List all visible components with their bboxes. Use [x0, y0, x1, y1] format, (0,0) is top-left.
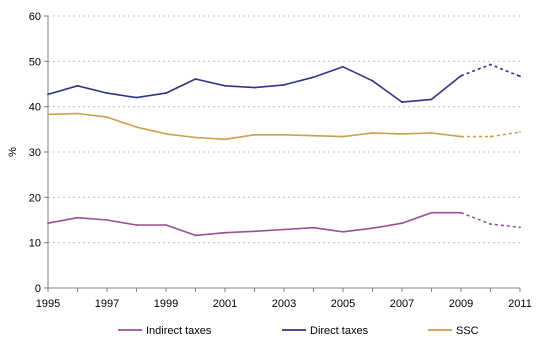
series-projection-1 — [460, 63, 521, 78]
legend-label: SSC — [456, 325, 479, 337]
x-tick-label: 1995 — [36, 298, 60, 310]
data-point — [253, 230, 256, 233]
series-lines — [47, 63, 521, 237]
data-point — [224, 231, 226, 234]
data-point — [519, 226, 521, 229]
data-point — [106, 219, 108, 221]
data-point — [401, 132, 403, 135]
data-point — [371, 132, 374, 134]
legend-label: Direct taxes — [310, 325, 369, 337]
axes — [44, 15, 521, 292]
series-projection-0 — [460, 211, 521, 229]
data-point — [165, 224, 167, 226]
data-point — [489, 135, 492, 138]
x-tick-label: 2009 — [449, 298, 473, 310]
x-tick-label: 2005 — [331, 298, 355, 310]
data-point — [312, 134, 315, 137]
data-point — [135, 96, 138, 99]
data-point — [401, 222, 403, 225]
x-tick-label: 2011 — [508, 298, 532, 310]
y-tick-label: 20 — [29, 192, 41, 204]
x-tick-label: 1997 — [95, 298, 119, 310]
data-point — [430, 98, 433, 101]
data-point — [76, 84, 79, 87]
y-axis-title: % — [7, 147, 19, 157]
data-point — [460, 211, 462, 214]
data-point — [76, 216, 79, 219]
data-point — [253, 86, 256, 89]
grid-lines — [48, 15, 520, 244]
legend-label: Indirect taxes — [146, 325, 212, 337]
series-line-1 — [47, 66, 462, 103]
x-tick-label: 2003 — [272, 298, 296, 310]
series-projection-2 — [461, 131, 521, 138]
data-point — [135, 126, 138, 128]
data-point — [253, 133, 256, 136]
data-point — [342, 135, 344, 138]
legend: Indirect taxes Direct taxes SSC — [118, 325, 479, 337]
data-point — [106, 116, 108, 118]
data-point — [47, 222, 49, 225]
tick-labels: 0 10 20 30 40 50 60 1995 1997 1999 2001 2003 2005 200… — [29, 11, 532, 310]
y-tick-label: 30 — [29, 147, 41, 159]
data-point — [460, 135, 462, 138]
data-point — [224, 84, 226, 87]
data-point — [194, 234, 197, 237]
data-point — [106, 92, 108, 94]
y-tick-label: 10 — [29, 238, 41, 250]
y-tick-label: 50 — [29, 56, 41, 68]
data-point — [342, 230, 344, 233]
data-point — [224, 138, 226, 141]
data-point — [194, 78, 197, 80]
data-point — [460, 74, 462, 77]
data-point — [165, 92, 167, 94]
y-tick-label: 0 — [35, 283, 41, 295]
data-point — [430, 132, 433, 134]
data-point — [283, 84, 285, 86]
data-point — [283, 228, 285, 231]
data-point — [312, 226, 315, 229]
y-tick-label: 60 — [29, 11, 41, 23]
y-tick-label: 40 — [29, 102, 41, 114]
data-point — [489, 63, 492, 66]
data-point — [47, 93, 49, 96]
data-point — [430, 211, 433, 214]
data-point — [312, 76, 315, 79]
data-point — [519, 75, 521, 78]
x-tick-label: 1999 — [154, 298, 178, 310]
data-point — [401, 101, 403, 104]
data-point — [194, 136, 197, 139]
data-point — [76, 112, 79, 115]
data-point — [342, 65, 344, 68]
data-point — [135, 224, 138, 226]
data-point — [489, 223, 492, 225]
data-point — [371, 79, 374, 82]
data-point — [519, 131, 521, 133]
x-tick-label: 2007 — [390, 298, 414, 310]
data-point — [165, 132, 167, 135]
data-point — [283, 133, 285, 136]
data-point — [371, 227, 374, 230]
x-tick-label: 2001 — [213, 298, 237, 310]
data-point — [47, 113, 49, 116]
